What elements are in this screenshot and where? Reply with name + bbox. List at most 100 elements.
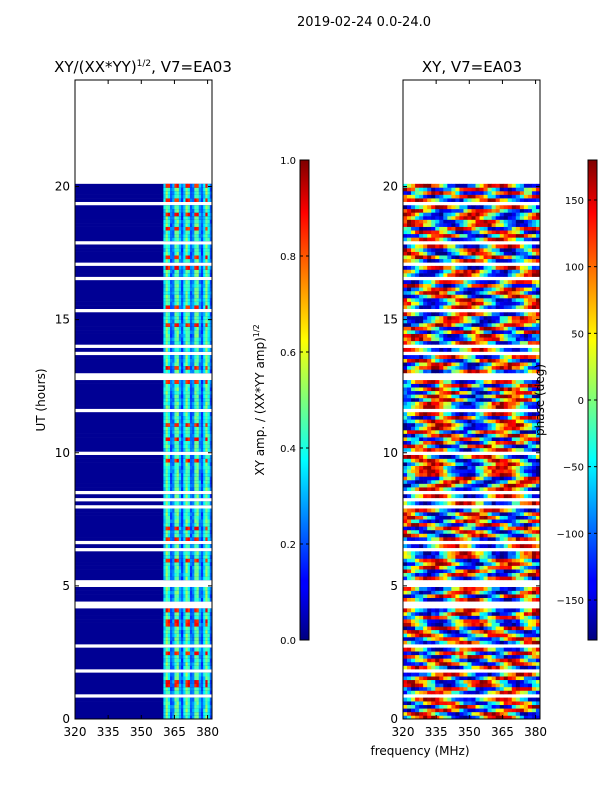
phase-cell: [479, 590, 484, 595]
amp-cell: [209, 444, 212, 449]
phase-cell: [431, 679, 436, 684]
phase-cell: [427, 551, 432, 556]
amp-cell: [207, 419, 211, 424]
amp-cell: [209, 383, 212, 388]
amp-cell: [200, 519, 204, 524]
amp-cell: [189, 469, 193, 474]
amp-cell: [209, 390, 212, 395]
phase-cell: [455, 576, 460, 581]
amp-cell: [189, 301, 193, 306]
amp-cell: [185, 676, 188, 681]
amp-cell: [196, 190, 200, 195]
phase-cell: [427, 494, 432, 499]
phase-cell: [455, 608, 460, 613]
amp-cell: [181, 280, 184, 285]
phase-cell: [403, 619, 408, 623]
amp-cell: [198, 365, 202, 370]
amp-cell: [183, 244, 186, 249]
phase-cell: [443, 611, 448, 616]
amp-cell: [207, 440, 211, 445]
amp-cell: [189, 355, 193, 359]
amp-cell: [170, 458, 173, 463]
amp-row: [75, 615, 212, 620]
phase-cell: [415, 537, 420, 541]
phase-cell: [507, 569, 513, 574]
amp-cell: [187, 483, 191, 488]
amp-cell: [176, 283, 180, 288]
amp-cell: [185, 572, 188, 577]
phase-cell: [499, 701, 505, 706]
phase-cell: [403, 472, 408, 477]
amp-cell: [187, 305, 191, 310]
phase-cell: [447, 715, 452, 719]
phase-cell: [495, 522, 501, 527]
phase-cell: [419, 576, 424, 581]
amp-cell: [170, 430, 173, 434]
amp-cell: [205, 219, 208, 224]
amp-cell: [172, 558, 175, 563]
phase-cell: [491, 619, 496, 623]
amp-cell: [200, 594, 204, 598]
amp-cell: [172, 647, 175, 652]
phase-cell: [419, 472, 424, 477]
amp-cell: [172, 619, 175, 623]
amp-cell: [207, 715, 211, 719]
amp-cell: [181, 544, 184, 549]
amp-cell: [194, 572, 197, 577]
amp-cell: [198, 415, 202, 420]
amp-cell: [194, 690, 197, 695]
amp-cell: [176, 572, 180, 577]
phase-cell: [475, 465, 480, 470]
phase-cell: [483, 690, 488, 695]
amp-cell: [181, 226, 184, 231]
amp-cell: [183, 433, 186, 438]
amp-cell: [172, 611, 175, 616]
phase-cell: [463, 519, 468, 524]
amp-cell: [170, 319, 173, 324]
phase-cell: [435, 576, 440, 581]
amp-cell: [205, 565, 208, 570]
phase-cell: [431, 551, 436, 556]
amp-cell: [174, 562, 177, 566]
amp-cell: [209, 526, 212, 531]
phase-cell: [415, 619, 420, 623]
phase-cell: [467, 629, 472, 634]
amp-cell: [174, 533, 177, 538]
phase-cell: [527, 515, 533, 520]
phase-cell: [511, 715, 517, 719]
phase-cell: [475, 519, 480, 524]
amp-cell: [198, 215, 202, 220]
amp-cell: [205, 362, 208, 367]
amp-cell: [189, 640, 193, 645]
amp-row: [75, 394, 212, 399]
phase-cell: [435, 622, 440, 627]
phase-cell: [487, 522, 492, 527]
amp-cell: [200, 526, 204, 531]
phase-cell: [411, 526, 416, 531]
phase-cell: [463, 615, 468, 620]
amp-cell: [198, 208, 202, 213]
phase-cell: [479, 704, 484, 709]
phase-cell: [451, 501, 456, 506]
phase-cell: [447, 569, 452, 574]
amp-cell: [174, 433, 177, 438]
phase-cell: [411, 619, 416, 623]
amp-cell: [165, 472, 169, 477]
amp-cell: [165, 415, 169, 420]
amp-cell: [209, 676, 212, 681]
amp-cell: [209, 208, 212, 213]
amp-cell: [198, 401, 202, 406]
amp-cell: [181, 494, 184, 499]
phase-cell: [483, 565, 488, 570]
phase-cell: [471, 626, 476, 631]
amp-cell: [207, 355, 211, 359]
phase-cell: [503, 633, 509, 638]
amp-cell: [170, 401, 173, 406]
phase-cell: [451, 537, 456, 541]
amp-cell: [183, 255, 186, 260]
amp-cell: [209, 462, 212, 466]
phase-cell: [455, 654, 460, 659]
amp-cell: [185, 479, 188, 484]
amp-cell: [196, 512, 200, 516]
amp-cell: [167, 515, 171, 520]
